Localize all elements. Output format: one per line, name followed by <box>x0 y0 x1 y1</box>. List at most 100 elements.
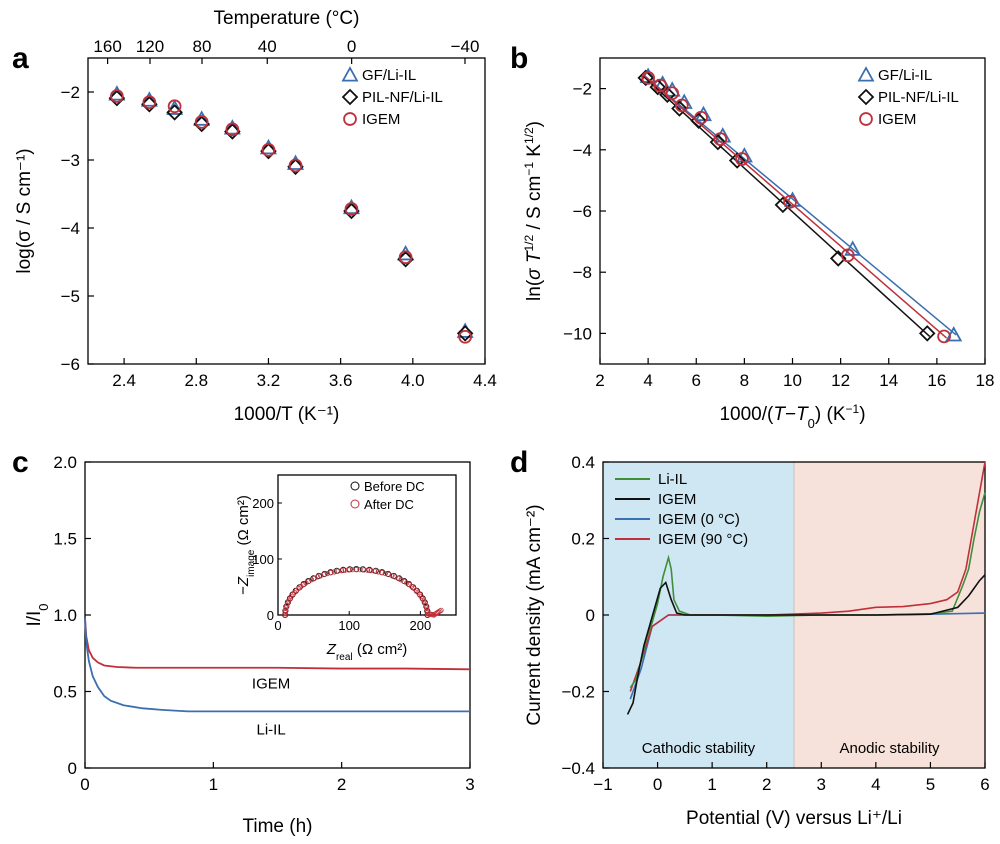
nyquist-after-point <box>308 577 315 583</box>
inset-y-tick-label: 100 <box>252 552 274 567</box>
data-point <box>665 86 680 101</box>
data-point <box>193 110 211 126</box>
nyquist-after-tail <box>437 608 443 614</box>
x-axis-title: 1000/(T−T0) (K−1) <box>719 402 865 431</box>
y-tick-label: −10 <box>563 324 592 343</box>
panel-c: c 0 1 2 3 0 0.5 1.0 1.5 2.0 Time (h) I/I0 IGEM Li-IL 0… <box>12 446 475 837</box>
nyquist-after-point <box>284 602 290 609</box>
x-tick-label: 6 <box>692 371 701 390</box>
y-tick-label: −3 <box>61 151 80 170</box>
nyquist-after-point <box>372 568 378 574</box>
legend-label: IGEM <box>362 111 400 128</box>
data-point <box>937 329 951 344</box>
x-tick-label: 4 <box>643 371 652 390</box>
data-point <box>287 158 304 176</box>
y-tick-label: −5 <box>61 287 80 306</box>
data-point <box>671 100 688 117</box>
data-point <box>225 122 240 137</box>
inset-y-tick-label: 200 <box>252 496 274 511</box>
data-point <box>709 133 727 151</box>
top-axis-title: Temperature (°C) <box>214 8 360 29</box>
y-tick-label: 1.5 <box>53 530 77 549</box>
y-tick-label: 0.5 <box>53 683 77 702</box>
annotation-li-il: Li-IL <box>256 721 285 738</box>
legend-marker <box>857 88 875 106</box>
region-label-anodic: Anodic stability <box>839 740 940 757</box>
nyquist-after-point <box>311 575 318 581</box>
top-tick-label: 0 <box>347 37 356 56</box>
panel-a: a 2.4 2.8 3.2 3.6 4.0 4.4 −2 −3 −4 −5 −6 160 120 80 40 0… <box>12 8 497 425</box>
y-tick-label: −2 <box>573 80 592 99</box>
panel-b: b 2 4 6 8 10 12 14 16 18 −2 −4 −6 −8 −10 1000/(T−T0) (K… <box>510 42 994 431</box>
legend-label: IGEM <box>878 111 916 128</box>
nyquist-after-point <box>342 567 348 573</box>
y-axis-title: Current density (mA cm⁻²) <box>524 504 545 725</box>
x-tick-label: 4.0 <box>401 371 425 390</box>
data-point <box>167 99 182 114</box>
series-line-1 <box>626 574 986 715</box>
annotation-igem: IGEM <box>252 675 290 692</box>
top-tick-label: 120 <box>136 37 164 56</box>
x-tick-label: 0 <box>80 775 89 794</box>
legend-label: IGEM (0 °C) <box>658 511 740 528</box>
y-tick-label: 2.0 <box>53 453 77 472</box>
nyquist-after-point <box>300 582 307 588</box>
nyquist-after-point <box>389 573 395 579</box>
top-tick-label: −40 <box>451 37 480 56</box>
x-tick-label: 2 <box>337 775 346 794</box>
nyquist-after-point <box>422 600 428 606</box>
top-tick-label: 160 <box>93 37 121 56</box>
x-tick-label: 2.8 <box>184 371 208 390</box>
inset-legend-marker <box>350 499 360 509</box>
data-point <box>141 95 158 113</box>
nyquist-after-point <box>346 567 352 573</box>
series-line-3 <box>629 461 986 692</box>
nyquist-after-tail <box>438 607 444 613</box>
data-point <box>398 250 413 265</box>
inset-x-tick-label: 200 <box>410 618 432 633</box>
legend-label: PIL-NF/Li-IL <box>878 89 959 106</box>
nyquist-after-point <box>283 605 289 611</box>
y-tick-label: −8 <box>573 263 592 282</box>
nyquist-after-point <box>375 569 381 575</box>
data-point <box>783 194 797 209</box>
nyquist-after-point <box>364 567 371 573</box>
panel-label-a: a <box>12 42 29 75</box>
y-tick-label: −2 <box>61 83 80 102</box>
data-point <box>728 152 746 169</box>
legend-marker <box>857 66 875 82</box>
inset-y-tick-label: 0 <box>267 608 274 623</box>
x-tick-label: 4 <box>871 775 880 794</box>
data-point <box>458 329 472 344</box>
x-tick-label: 0 <box>653 775 662 794</box>
legend-marker <box>341 88 359 106</box>
plot-frame <box>87 57 486 365</box>
y-tick-label: 0.2 <box>571 530 595 549</box>
nyquist-after-point <box>303 580 309 586</box>
data-point <box>344 202 359 216</box>
nyquist-after-point <box>306 578 312 584</box>
y-tick-label: 1.0 <box>53 606 77 625</box>
top-tick-label: 40 <box>258 37 277 56</box>
data-point <box>193 115 210 133</box>
data-point <box>694 110 708 125</box>
x-tick-label: 14 <box>879 371 898 390</box>
nyquist-after-point <box>424 612 431 618</box>
x-tick-label: 2 <box>595 371 604 390</box>
legend-label: GF/Li-IL <box>362 67 416 84</box>
x-tick-label: 3 <box>465 775 474 794</box>
data-point <box>260 142 277 160</box>
nyquist-after-point <box>379 570 385 576</box>
legend-label: PIL-NF/Li-IL <box>362 89 443 106</box>
x-tick-label: 2 <box>762 775 771 794</box>
nyquist-after-point <box>282 607 289 613</box>
x-tick-label: 8 <box>740 371 749 390</box>
nyquist-after-point <box>357 567 363 573</box>
inset-x-tick-label: 100 <box>338 618 360 633</box>
data-point <box>110 89 124 103</box>
data-point <box>108 85 126 101</box>
data-point <box>829 250 847 267</box>
nyquist-after-point <box>395 575 401 581</box>
inset-x-tick-label: 0 <box>274 618 281 633</box>
